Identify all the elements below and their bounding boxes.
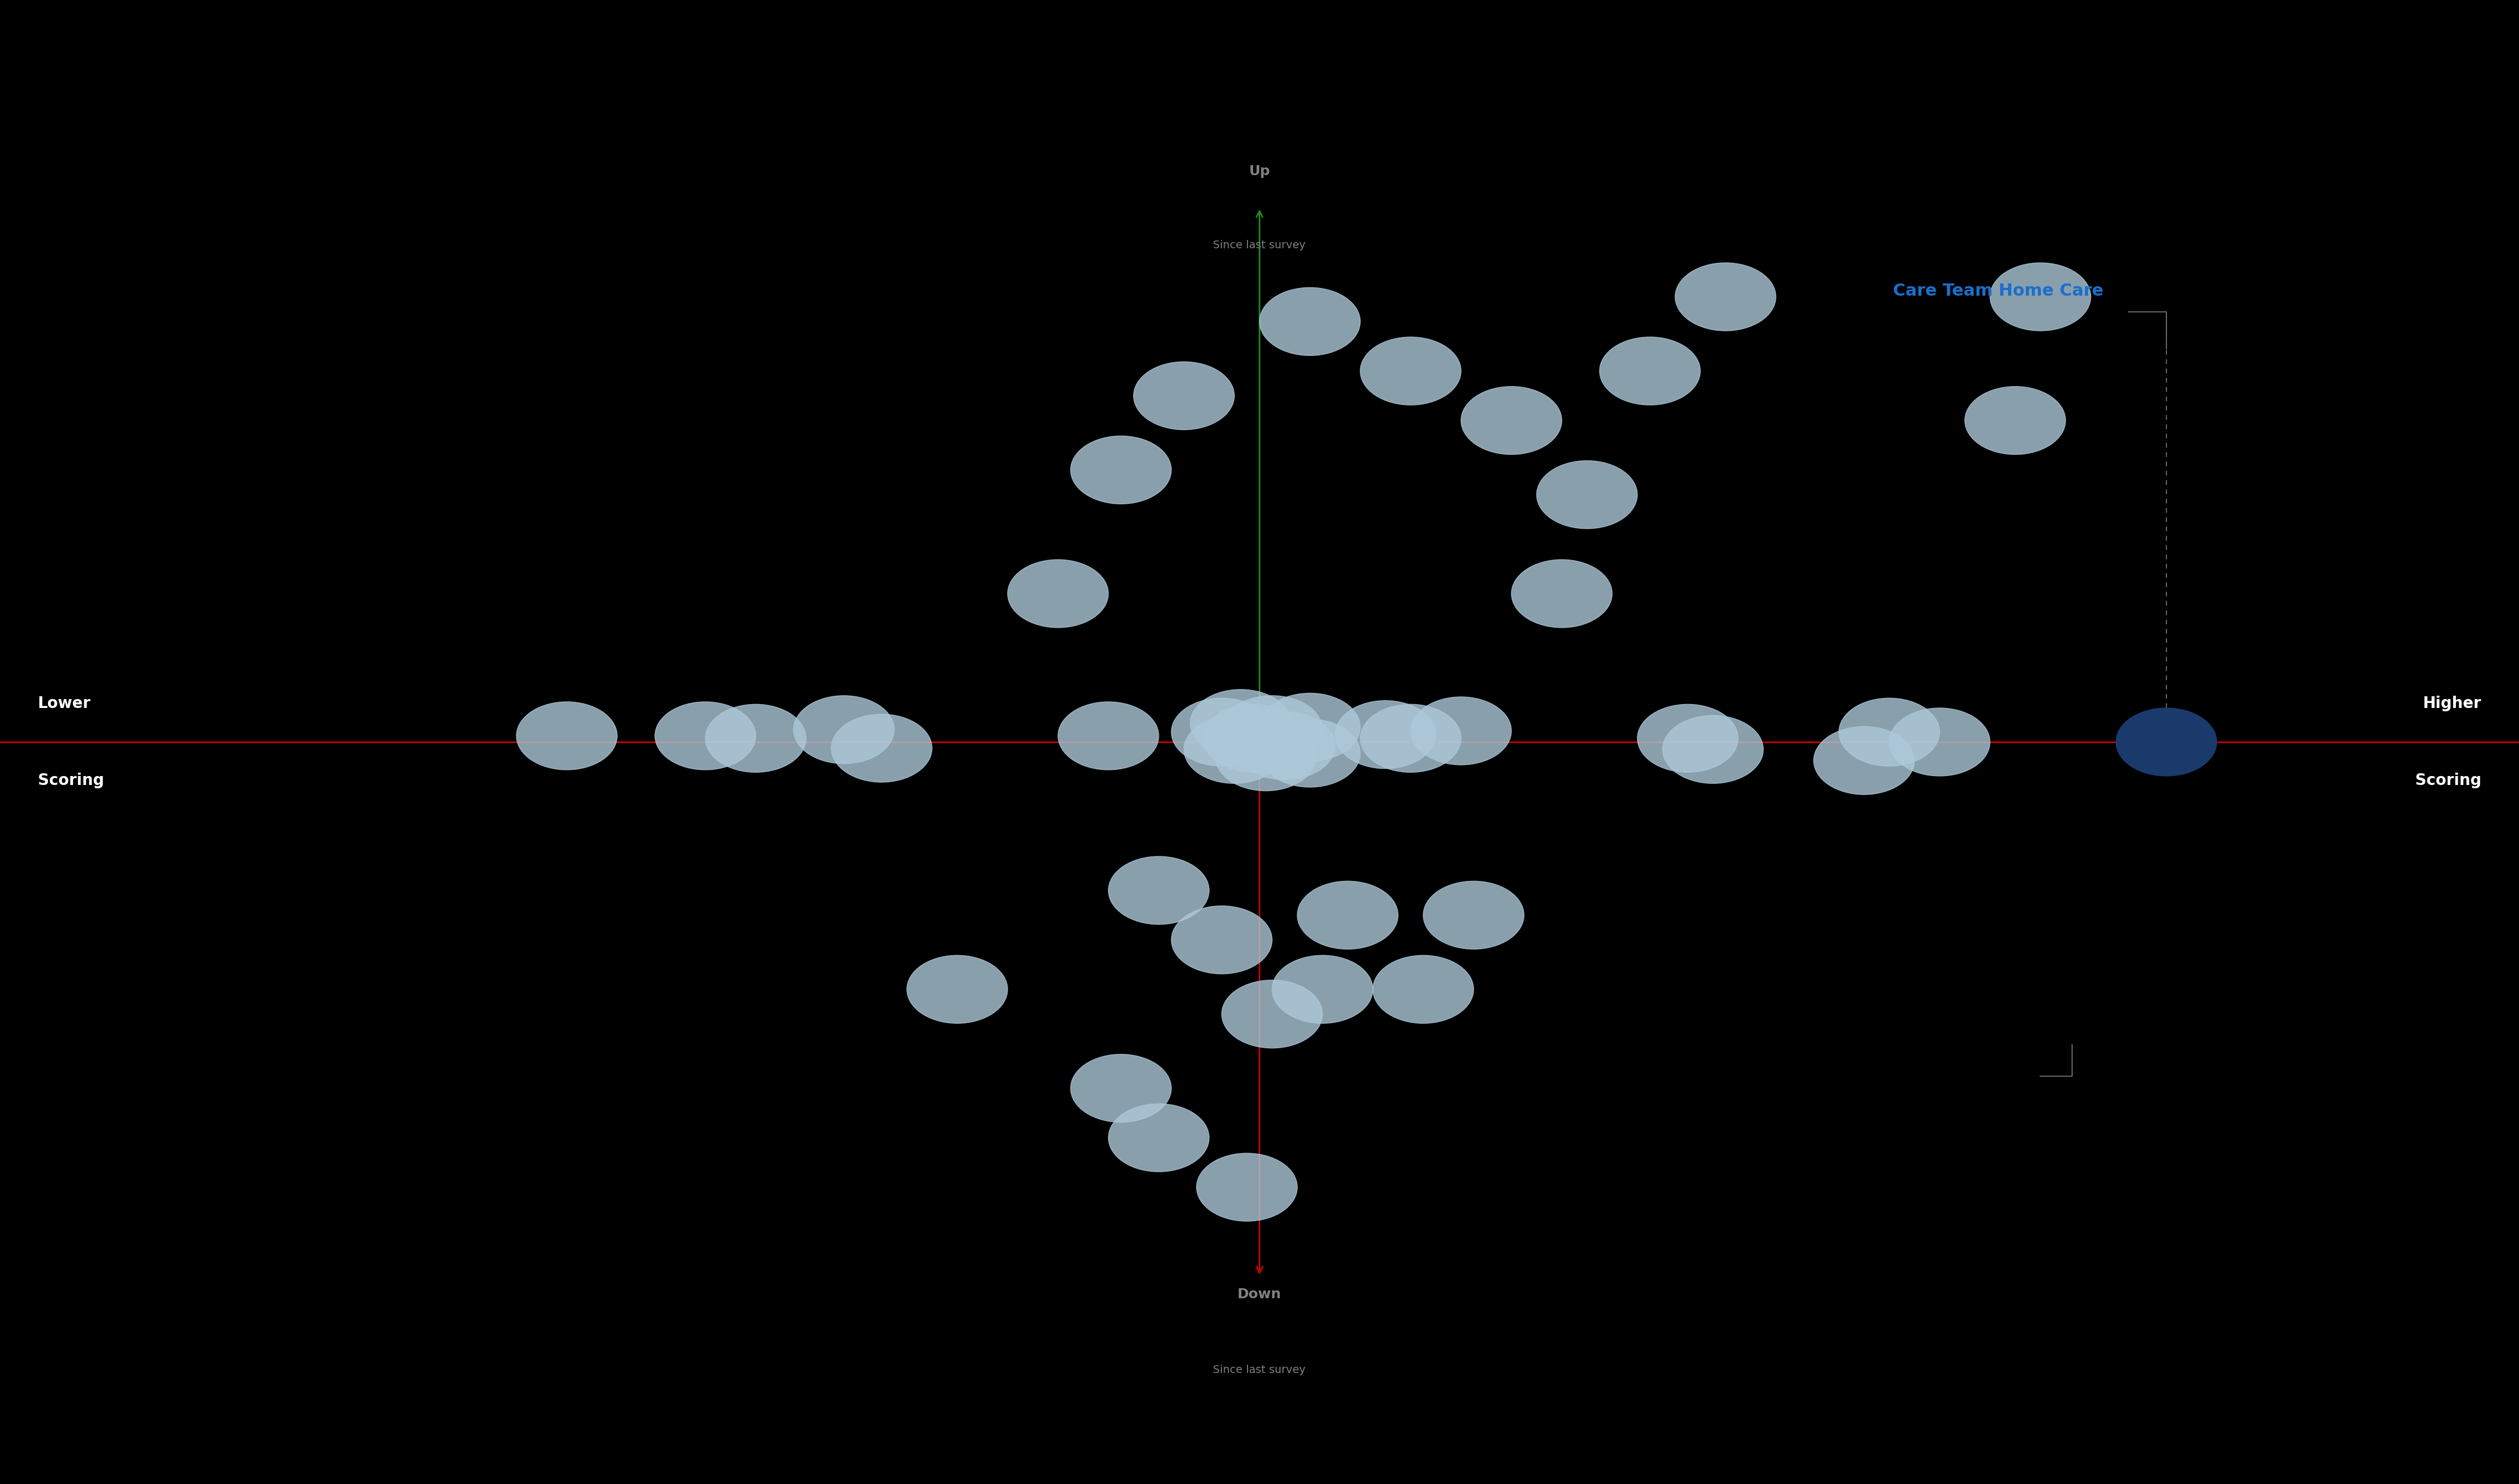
Ellipse shape: [1965, 386, 2066, 454]
Text: Care Team Home Care: Care Team Home Care: [1892, 283, 2103, 300]
Ellipse shape: [1222, 979, 1322, 1048]
Ellipse shape: [1461, 386, 1562, 454]
Ellipse shape: [1260, 288, 1360, 356]
Ellipse shape: [1197, 1153, 1297, 1221]
Ellipse shape: [1171, 905, 1272, 974]
Text: Up: Up: [1249, 165, 1270, 178]
Text: Lower: Lower: [38, 696, 91, 711]
Ellipse shape: [1272, 956, 1373, 1024]
Ellipse shape: [1360, 337, 1461, 405]
Ellipse shape: [1108, 856, 1209, 925]
Ellipse shape: [1511, 559, 1612, 628]
Ellipse shape: [2116, 708, 2217, 776]
Ellipse shape: [793, 696, 894, 764]
Ellipse shape: [1134, 362, 1234, 430]
Ellipse shape: [1411, 697, 1511, 764]
Ellipse shape: [1260, 720, 1360, 787]
Ellipse shape: [1214, 723, 1317, 791]
Ellipse shape: [1360, 705, 1461, 772]
Ellipse shape: [1222, 696, 1322, 764]
Ellipse shape: [1335, 700, 1436, 769]
Ellipse shape: [1234, 712, 1335, 779]
Ellipse shape: [1058, 702, 1159, 770]
Ellipse shape: [1008, 559, 1108, 628]
Ellipse shape: [1600, 337, 1700, 405]
Text: Since last survey: Since last survey: [1214, 1365, 1305, 1376]
Ellipse shape: [1260, 693, 1360, 761]
Ellipse shape: [907, 956, 1008, 1024]
Ellipse shape: [1675, 263, 1776, 331]
Ellipse shape: [1171, 697, 1272, 766]
Ellipse shape: [831, 714, 932, 782]
Ellipse shape: [1373, 956, 1474, 1024]
Text: Higher: Higher: [2423, 696, 2481, 711]
Ellipse shape: [1204, 705, 1305, 772]
Ellipse shape: [1990, 263, 2091, 331]
Text: Scoring: Scoring: [2416, 773, 2481, 788]
Ellipse shape: [1663, 715, 1763, 784]
Ellipse shape: [1839, 697, 1940, 766]
Ellipse shape: [1889, 708, 1990, 776]
Ellipse shape: [1814, 727, 1914, 794]
Ellipse shape: [655, 702, 756, 770]
Ellipse shape: [1537, 460, 1637, 528]
Ellipse shape: [1297, 881, 1398, 950]
Ellipse shape: [1071, 436, 1171, 505]
Ellipse shape: [1189, 690, 1292, 757]
Ellipse shape: [1184, 715, 1285, 784]
Ellipse shape: [516, 702, 617, 770]
Text: Down: Down: [1237, 1288, 1282, 1301]
Ellipse shape: [1637, 705, 1738, 772]
Ellipse shape: [1071, 1054, 1171, 1122]
Text: Scoring: Scoring: [38, 773, 103, 788]
Ellipse shape: [1423, 881, 1524, 950]
Text: Since last survey: Since last survey: [1214, 240, 1305, 251]
Ellipse shape: [1108, 1104, 1209, 1172]
Ellipse shape: [705, 705, 806, 772]
